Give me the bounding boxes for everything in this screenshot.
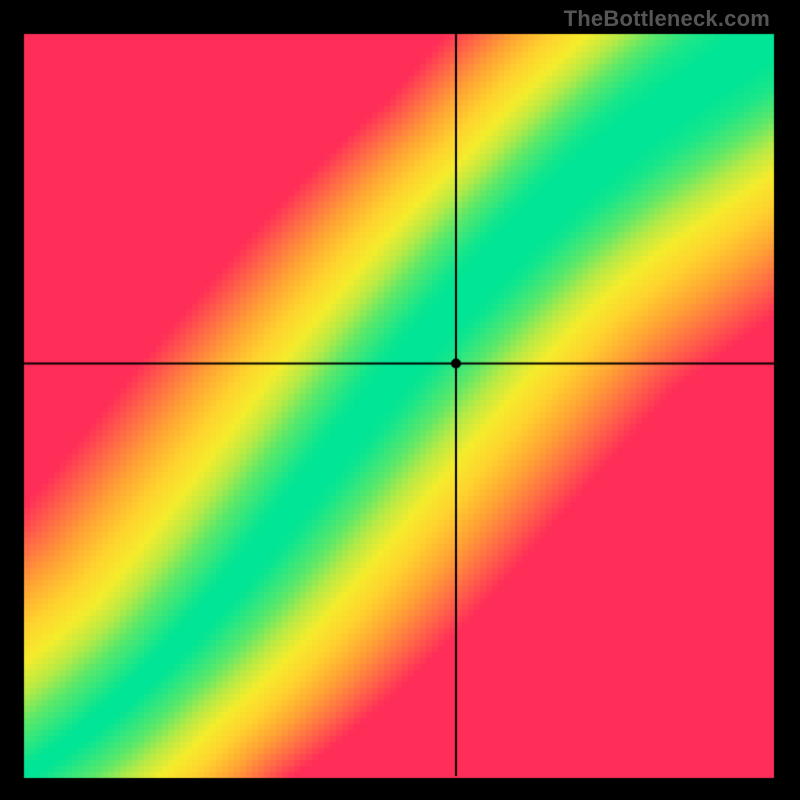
- watermark-text: TheBottleneck.com: [564, 6, 770, 32]
- bottleneck-heatmap: [0, 0, 800, 800]
- chart-container: TheBottleneck.com: [0, 0, 800, 800]
